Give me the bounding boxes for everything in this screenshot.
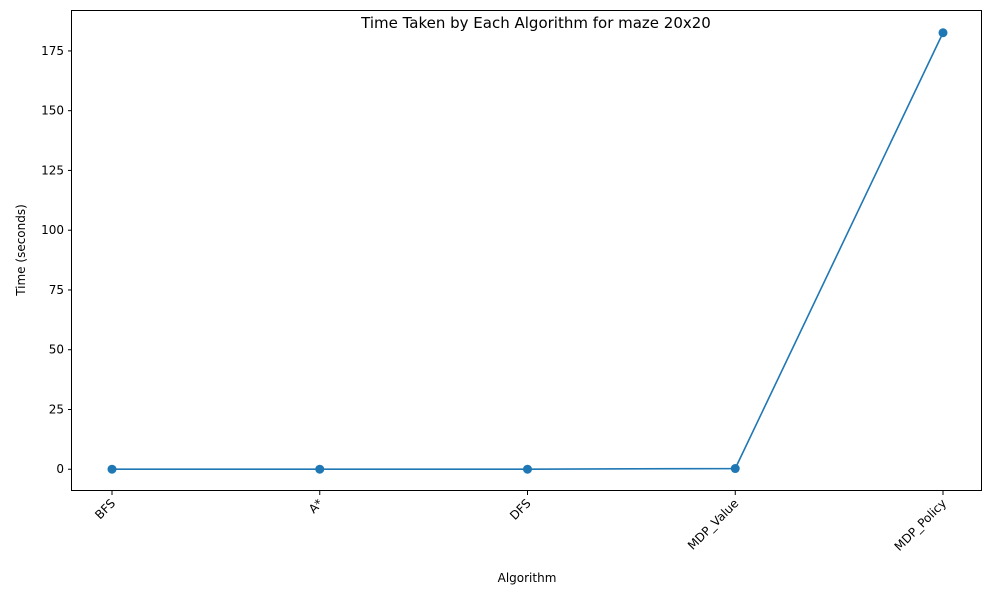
series-time xyxy=(107,28,948,474)
y-axis-ticks: 0 25 50 75 100 125 150 175 xyxy=(41,44,72,476)
data-point xyxy=(315,464,325,474)
chart-title: Time Taken by Each Algorithm for maze 20… xyxy=(360,14,711,32)
y-tick-label: 100 xyxy=(41,223,64,237)
x-tick-label: MDP_Value xyxy=(685,496,741,552)
data-point xyxy=(107,464,117,474)
y-tick-label: 50 xyxy=(49,343,64,357)
x-axis-label: Algorithm xyxy=(498,571,557,585)
x-tick-label: MDP_Policy xyxy=(892,496,950,554)
y-tick-label: 150 xyxy=(41,104,64,118)
y-tick-label: 25 xyxy=(49,402,64,416)
y-axis-label: Time (seconds) xyxy=(14,204,28,297)
x-tick-label: BFS xyxy=(92,496,118,522)
plot-frame xyxy=(71,10,982,491)
x-tick-label: DFS xyxy=(507,496,534,523)
data-point xyxy=(523,464,532,474)
y-tick-label: 75 xyxy=(49,283,64,297)
data-point xyxy=(730,464,740,474)
y-tick-label: 0 xyxy=(56,462,64,476)
y-tick-label: 125 xyxy=(41,163,64,177)
series-line xyxy=(112,32,944,471)
x-tick-label: A* xyxy=(306,496,326,516)
y-tick-label: 175 xyxy=(41,44,64,58)
data-point xyxy=(938,28,948,38)
x-axis-ticks: BFS A* DFS MDP_Value MDP_Policy xyxy=(92,491,949,554)
